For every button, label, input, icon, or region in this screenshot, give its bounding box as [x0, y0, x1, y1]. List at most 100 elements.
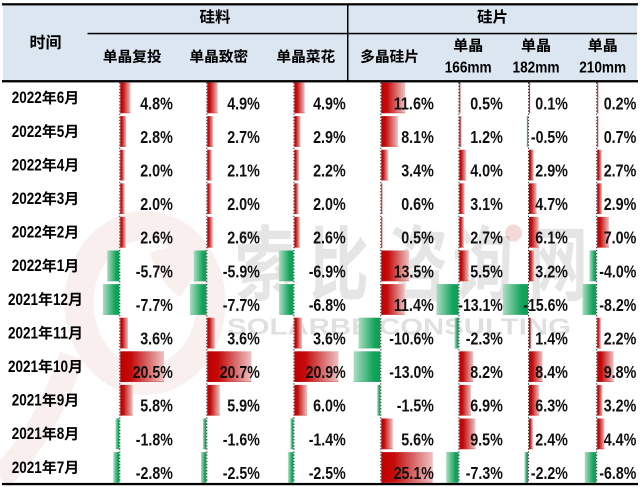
- svg-text:2.0%: 2.0%: [227, 194, 260, 214]
- svg-text:6.1%: 6.1%: [535, 228, 568, 248]
- svg-text:4.8%: 4.8%: [140, 93, 173, 113]
- svg-text:12: 12: [53, 291, 68, 309]
- svg-text:6: 6: [57, 89, 65, 107]
- svg-text:0.2%: 0.2%: [604, 93, 637, 113]
- svg-text:210mm: 210mm: [579, 60, 626, 77]
- svg-text:2022: 2022: [12, 224, 42, 242]
- svg-text:3.6%: 3.6%: [227, 329, 260, 349]
- svg-text:-13.1%: -13.1%: [458, 295, 503, 315]
- svg-text:2.6%: 2.6%: [227, 228, 260, 248]
- svg-text:-1.4%: -1.4%: [309, 429, 346, 449]
- svg-text:8.2%: 8.2%: [470, 362, 503, 382]
- svg-text:2.0%: 2.0%: [140, 161, 173, 181]
- svg-text:4.9%: 4.9%: [227, 93, 260, 113]
- svg-text:2.2%: 2.2%: [313, 161, 346, 181]
- svg-text:4.0%: 4.0%: [470, 161, 503, 181]
- svg-text:5.8%: 5.8%: [140, 396, 173, 416]
- svg-text:1.2%: 1.2%: [470, 127, 503, 147]
- svg-text:9.8%: 9.8%: [604, 362, 637, 382]
- svg-text:-15.6%: -15.6%: [523, 295, 568, 315]
- svg-text:5: 5: [57, 123, 65, 141]
- svg-text:7: 7: [57, 459, 65, 477]
- svg-text:0.6%: 0.6%: [401, 194, 434, 214]
- svg-text:13.5%: 13.5%: [394, 261, 434, 281]
- svg-text:-2.3%: -2.3%: [466, 329, 503, 349]
- svg-text:11.6%: 11.6%: [394, 93, 434, 113]
- svg-text:3: 3: [57, 190, 65, 208]
- svg-text:10: 10: [53, 358, 68, 376]
- svg-text:2: 2: [57, 224, 65, 242]
- svg-text:4.4%: 4.4%: [604, 429, 637, 449]
- svg-text:-8.2%: -8.2%: [599, 295, 636, 315]
- svg-text:-7.7%: -7.7%: [223, 295, 260, 315]
- svg-text:2022: 2022: [12, 257, 42, 275]
- svg-text:166mm: 166mm: [445, 60, 492, 77]
- svg-text:-5.7%: -5.7%: [136, 261, 173, 281]
- svg-text:9.5%: 9.5%: [470, 429, 503, 449]
- svg-text:3.6%: 3.6%: [313, 329, 346, 349]
- svg-text:4: 4: [57, 156, 65, 174]
- svg-text:11.4%: 11.4%: [394, 295, 434, 315]
- svg-text:-6.8%: -6.8%: [309, 295, 346, 315]
- svg-text:6.0%: 6.0%: [313, 396, 346, 416]
- svg-text:2022: 2022: [12, 156, 42, 174]
- svg-text:2022: 2022: [12, 123, 42, 141]
- svg-text:3.1%: 3.1%: [470, 194, 503, 214]
- svg-text:20.9%: 20.9%: [306, 362, 346, 382]
- svg-text:0.7%: 0.7%: [604, 127, 637, 147]
- svg-text:-2.2%: -2.2%: [531, 463, 568, 483]
- svg-text:4.9%: 4.9%: [313, 93, 346, 113]
- svg-text:9: 9: [57, 392, 65, 410]
- svg-text:2022: 2022: [12, 89, 42, 107]
- svg-text:2022: 2022: [12, 190, 42, 208]
- svg-text:2.9%: 2.9%: [313, 127, 346, 147]
- svg-text:2.6%: 2.6%: [313, 228, 346, 248]
- svg-text:8.4%: 8.4%: [535, 362, 568, 382]
- svg-text:-2.8%: -2.8%: [136, 463, 173, 483]
- svg-text:-7.7%: -7.7%: [136, 295, 173, 315]
- svg-text:2.8%: 2.8%: [140, 127, 173, 147]
- svg-text:-5.9%: -5.9%: [223, 261, 260, 281]
- svg-text:-2.5%: -2.5%: [309, 463, 346, 483]
- svg-text:11: 11: [53, 324, 68, 342]
- svg-text:2.4%: 2.4%: [535, 429, 568, 449]
- svg-text:3.2%: 3.2%: [535, 261, 568, 281]
- svg-text:2.1%: 2.1%: [227, 161, 260, 181]
- svg-text:3.2%: 3.2%: [604, 396, 637, 416]
- svg-text:1: 1: [57, 257, 65, 275]
- svg-text:4.7%: 4.7%: [535, 194, 568, 214]
- svg-text:2.0%: 2.0%: [140, 194, 173, 214]
- svg-text:5.9%: 5.9%: [227, 396, 260, 416]
- svg-text:7.0%: 7.0%: [604, 228, 637, 248]
- svg-text:6.9%: 6.9%: [470, 396, 503, 416]
- svg-text:20.7%: 20.7%: [220, 362, 260, 382]
- svg-text:3.4%: 3.4%: [401, 161, 434, 181]
- svg-text:-10.6%: -10.6%: [389, 329, 434, 349]
- svg-text:2.0%: 2.0%: [313, 194, 346, 214]
- svg-text:20.5%: 20.5%: [133, 362, 173, 382]
- svg-text:2.2%: 2.2%: [604, 329, 637, 349]
- svg-text:2.7%: 2.7%: [604, 161, 637, 181]
- svg-text:0.1%: 0.1%: [535, 93, 568, 113]
- svg-text:2021: 2021: [12, 425, 42, 443]
- svg-text:2.6%: 2.6%: [140, 228, 173, 248]
- svg-text:2.9%: 2.9%: [535, 161, 568, 181]
- svg-text:182mm: 182mm: [513, 60, 560, 77]
- svg-text:2.7%: 2.7%: [227, 127, 260, 147]
- svg-text:-1.8%: -1.8%: [136, 429, 173, 449]
- svg-text:2021: 2021: [8, 358, 38, 376]
- svg-text:-0.5%: -0.5%: [531, 127, 568, 147]
- svg-text:2021: 2021: [12, 459, 42, 477]
- svg-text:6.3%: 6.3%: [535, 396, 568, 416]
- svg-text:5.5%: 5.5%: [470, 261, 503, 281]
- svg-text:-13.0%: -13.0%: [389, 362, 434, 382]
- svg-text:25.1%: 25.1%: [394, 463, 434, 483]
- svg-text:-1.6%: -1.6%: [223, 429, 260, 449]
- svg-text:2021: 2021: [12, 392, 42, 410]
- svg-text:2021: 2021: [8, 324, 38, 342]
- svg-text:2.9%: 2.9%: [604, 194, 637, 214]
- svg-text:-6.9%: -6.9%: [309, 261, 346, 281]
- svg-text:0.5%: 0.5%: [470, 93, 503, 113]
- svg-text:-1.5%: -1.5%: [397, 396, 434, 416]
- svg-text:2.7%: 2.7%: [470, 228, 503, 248]
